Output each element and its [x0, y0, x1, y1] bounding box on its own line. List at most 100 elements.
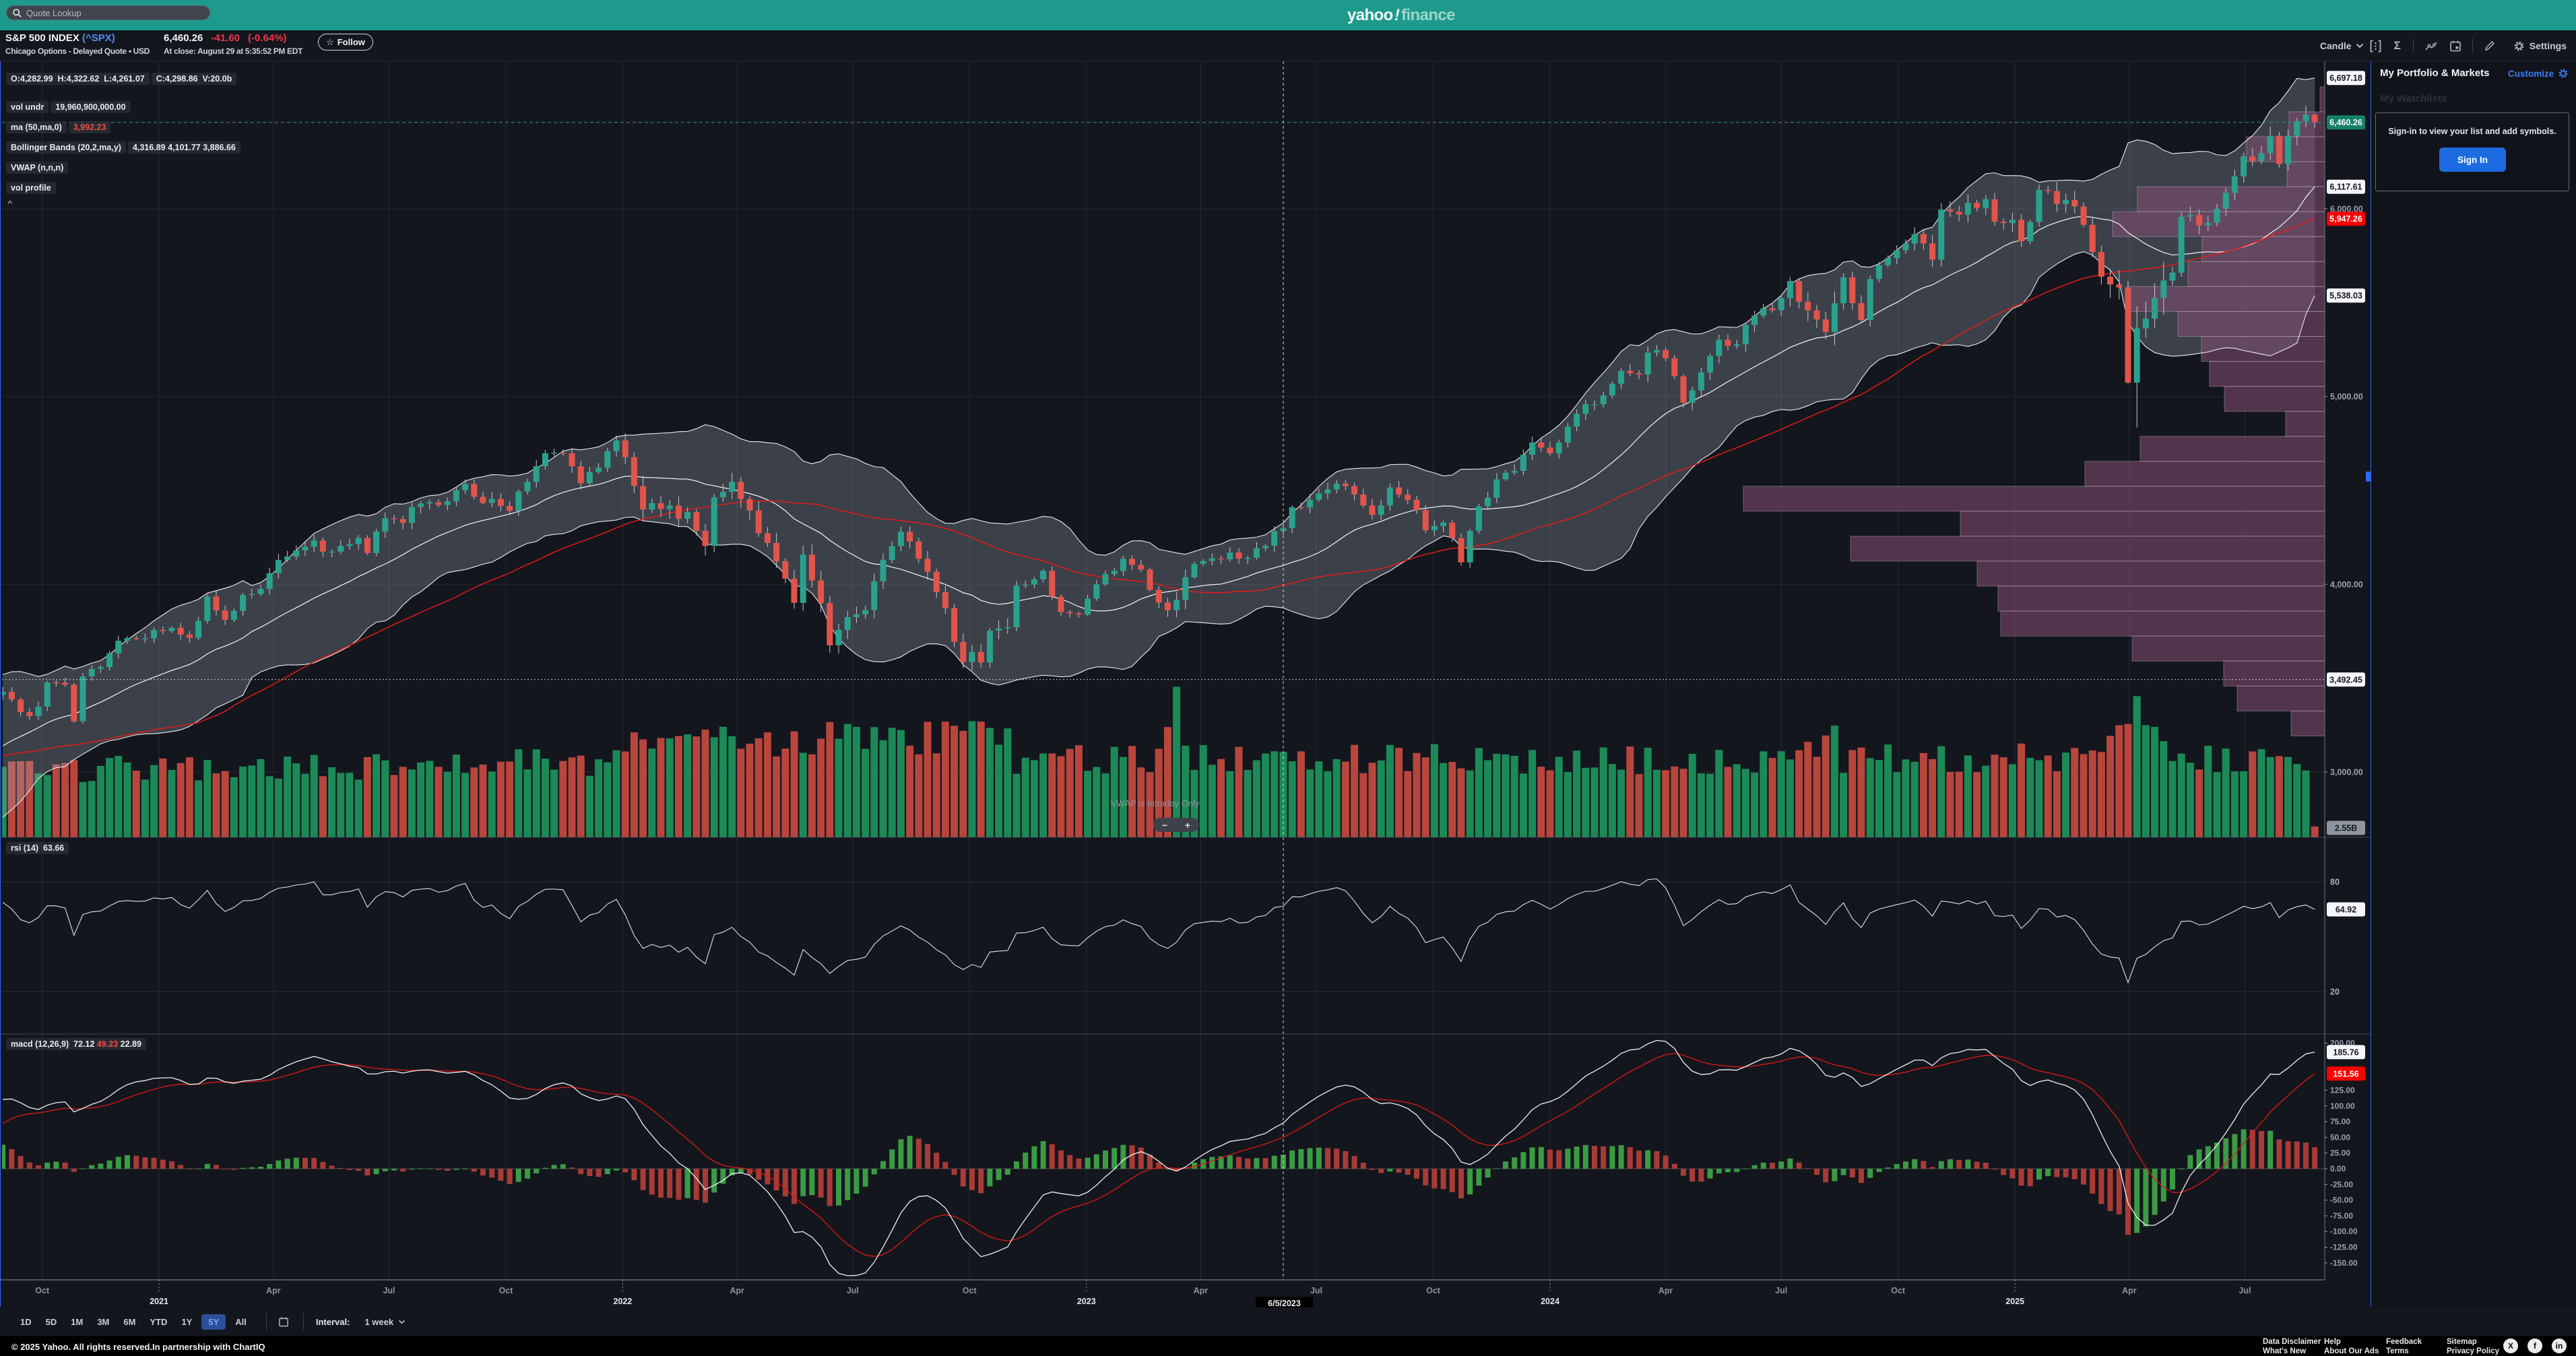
rsi-badge: 64.92	[2327, 902, 2365, 917]
chart-module[interactable]: 6,000.00 5,000.00 4,000.00 3,000.00 80 20 200.…	[0, 61, 2371, 1310]
grid	[2, 61, 2325, 1280]
footer-link[interactable]: Help	[2324, 1338, 2341, 1346]
month-axis-label: Apr	[1659, 1286, 1673, 1295]
range-button-1y[interactable]: 1Y	[181, 1316, 193, 1327]
signin-message: Sign-in to view your list and add symbol…	[2388, 127, 2556, 136]
footer-link[interactable]: Feedback	[2386, 1338, 2422, 1346]
symbol-header: S&P 500 INDEX (^SPX) Chicago Options - D…	[0, 30, 2576, 61]
svg-text:5,947.26: 5,947.26	[2329, 214, 2362, 224]
calendar-range-icon[interactable]	[279, 1317, 288, 1327]
macd-signal-badge: 151.56	[2327, 1066, 2365, 1081]
year-axis-label: 2023	[1077, 1297, 1096, 1306]
customize-link[interactable]: Customize	[2508, 68, 2569, 79]
range-button-1m[interactable]: 1M	[71, 1316, 84, 1327]
bollinger-legend[interactable]: Bollinger Bands (20,2,ma,y) 4,316.89 4,1…	[6, 141, 240, 154]
month-axis-label: Apr	[730, 1286, 744, 1295]
year-axis-label: 2021	[150, 1297, 168, 1306]
follow-button[interactable]: ☆ Follow	[318, 34, 373, 51]
range-button-6m[interactable]: 6M	[123, 1316, 136, 1327]
zoom-out-button[interactable]: −	[1161, 819, 1168, 831]
footer-link[interactable]: Data Disclaimer	[2263, 1338, 2321, 1346]
settings-button[interactable]: Settings	[2513, 40, 2567, 52]
yahoo-finance-logo[interactable]: yahoo! finance	[1347, 5, 1456, 24]
bb-middle-badge: 6,117.61	[2327, 179, 2365, 194]
rsi-legend[interactable]: rsi (14) 63.66	[6, 842, 69, 854]
range-button-5y[interactable]: 5Y	[201, 1314, 226, 1330]
month-axis-label: Jul	[1775, 1286, 1787, 1295]
sidebar-heading: My Portfolio & Markets	[2380, 67, 2490, 79]
month-axis-label: Jul	[2239, 1286, 2251, 1295]
svg-text:64.92: 64.92	[2336, 905, 2356, 914]
legend-collapse-caret[interactable]: ^	[7, 199, 13, 207]
ma50-line	[3, 218, 2315, 756]
facebook-social-icon[interactable]: f	[2527, 1338, 2542, 1353]
range-toolbar: 1D 5D 1M 3M 6M YTD 1Y 5Y All Interval: 1 week	[0, 1307, 2576, 1336]
footer-links-col-4: Sitemap Privacy Policy	[2447, 1338, 2499, 1356]
zoom-control[interactable]: − +	[1153, 818, 1199, 832]
macd-axis-label: -25.00	[2330, 1180, 2353, 1189]
macd-histogram	[2, 1129, 2318, 1235]
x-social-icon[interactable]: X	[2503, 1338, 2518, 1353]
macd-legend[interactable]: macd (12,26,9) 72.12 49.23 22.89	[6, 1038, 146, 1050]
vol-profile-legend[interactable]: vol profile	[6, 182, 56, 194]
price-axis-label: 4,000.00	[2330, 580, 2363, 589]
last-price: 6,460.26	[164, 32, 203, 44]
year-axis-label: 2024	[1541, 1297, 1559, 1306]
footer-link[interactable]: Sitemap	[2447, 1338, 2477, 1346]
footer-link[interactable]: What's New	[2263, 1347, 2307, 1355]
month-axis-label: Jul	[847, 1286, 859, 1295]
compare-icon[interactable]	[2370, 40, 2381, 53]
linkedin-social-icon[interactable]: in	[2552, 1338, 2567, 1353]
month-axis-label: Oct	[1891, 1286, 1906, 1295]
events-sigma-icon[interactable]: Σ	[2393, 39, 2401, 52]
range-button-3m[interactable]: 3M	[97, 1316, 110, 1327]
signin-panel	[2375, 112, 2569, 191]
footer-link[interactable]: About Our Ads	[2324, 1347, 2379, 1355]
page-footer: © 2025 Yahoo. All rights reserved.In par…	[0, 1336, 2576, 1356]
chevron-down-icon[interactable]	[2356, 43, 2364, 49]
quote-lookup-search[interactable]: Quote Lookup	[6, 5, 210, 20]
draw-pencil-icon[interactable]	[2484, 40, 2495, 51]
macd-axis-label: 50.00	[2330, 1132, 2350, 1142]
copyright-text: © 2025 Yahoo. All rights reserved.In par…	[11, 1342, 265, 1352]
range-button-1d[interactable]: 1D	[20, 1316, 32, 1327]
vwap-legend[interactable]: VWAP (n,n,n)	[6, 162, 69, 174]
ma-legend[interactable]: ma (50,ma,0) 3,992.23	[6, 121, 111, 133]
range-button-ytd[interactable]: YTD	[150, 1316, 168, 1327]
macd-line	[3, 1039, 2315, 1277]
sign-in-button[interactable]: Sign In	[2439, 148, 2506, 172]
footer-link[interactable]: Terms	[2386, 1347, 2409, 1355]
svg-text:5,538.03: 5,538.03	[2329, 291, 2362, 300]
svg-text:6,697.18: 6,697.18	[2329, 73, 2362, 83]
macd-axis-label: -125.00	[2330, 1243, 2358, 1252]
volume-underlay	[2, 686, 2319, 838]
candles	[2, 105, 2318, 724]
month-axis-label: Oct	[498, 1286, 513, 1295]
calendar-icon[interactable]	[2449, 40, 2461, 52]
chart-type-dropdown[interactable]: Candle	[2319, 40, 2352, 51]
zoom-in-button[interactable]: +	[1184, 819, 1191, 831]
star-icon: ☆	[326, 36, 334, 47]
rsi-axis-label: 80	[2330, 878, 2340, 887]
svg-text:151.56: 151.56	[2333, 1069, 2358, 1078]
ohlcv-legend: O:4,282.99 H:4,322.62 L:4,261.07 C:4,298…	[6, 73, 237, 85]
gear-icon	[2514, 41, 2524, 51]
price-chart-canvas[interactable]: 6,000.005,000.004,000.003,000.008020200.…	[1, 61, 2371, 1307]
ma50-badge: 5,947.26	[2327, 212, 2365, 226]
month-axis-label: Jul	[1310, 1286, 1322, 1295]
svg-text:185.76: 185.76	[2333, 1047, 2358, 1057]
range-button-all[interactable]: All	[235, 1316, 247, 1327]
crosshair-price-badge: 3,492.45	[2327, 672, 2365, 687]
watchlists-heading: My Watchlists	[2380, 93, 2447, 104]
footer-link[interactable]: Privacy Policy	[2447, 1347, 2499, 1355]
indicators-icon[interactable]	[2425, 41, 2438, 51]
macd-axis-label: 75.00	[2330, 1117, 2350, 1126]
panel-resize-handle[interactable]	[2366, 472, 2371, 482]
interval-dropdown[interactable]: 1 week	[364, 1317, 406, 1327]
macd-axis-label: -150.00	[2330, 1258, 2358, 1268]
last-price-badge: 6,460.26	[2327, 115, 2365, 130]
range-button-5d[interactable]: 5D	[45, 1316, 57, 1327]
volume-underlay-legend[interactable]: vol undr 19,960,900,000.00	[6, 101, 131, 113]
symbol-ticker: (^SPX)	[82, 32, 115, 44]
price-axis-label: 5,000.00	[2330, 392, 2363, 401]
